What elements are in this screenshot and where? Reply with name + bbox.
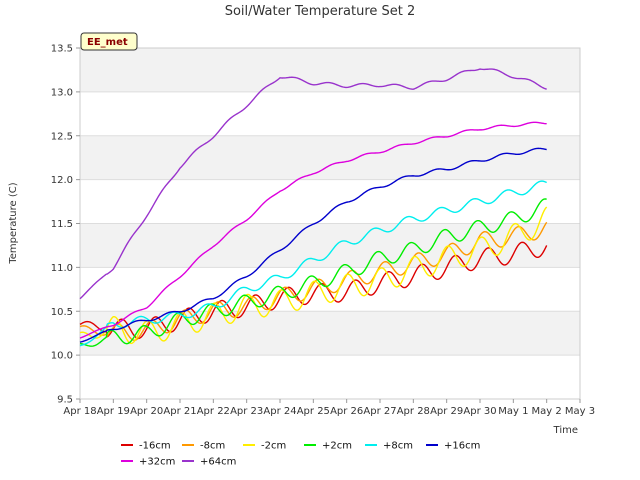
legend-label: -16cm [139,441,171,452]
x-tick-label: May 3 [565,406,595,417]
x-tick-label: May 1 [498,406,528,417]
legend-label: +32cm [139,457,175,468]
site-badge-box [80,32,138,51]
legend: -16cm -8cm -2cm +2cm +8cm +16cm +32cm +64cm [121,441,480,468]
x-tick-label: Apr 29 [430,406,463,417]
y-tick-label: 10.5 [51,307,73,318]
legend-label: +2cm [322,441,352,452]
series-line-2cmcm [79,198,547,347]
plot-band [80,91,580,136]
x-tick-label: Apr 30 [463,406,496,417]
series-line-16cmcm [79,147,547,343]
x-tick-label: Apr 23 [230,406,263,417]
plot-band [80,179,580,224]
series-line-8cmcm [79,180,547,347]
x-tick-label: Apr 26 [330,406,363,417]
y-tick-label: 10.0 [51,351,73,362]
x-tick-label: Apr 20 [130,406,163,417]
y-tick-label: 9.5 [57,395,73,406]
legend-label: -2cm [261,441,286,452]
x-tick-label: Apr 21 [163,406,196,417]
y-tick-label: 13.0 [51,87,73,98]
x-tick-label: Apr 28 [397,406,430,417]
series-line-64cmcm [79,68,547,300]
plot-band [80,48,580,92]
y-tick-label: 12.5 [51,131,73,142]
series-lines [79,68,548,347]
y-tick-label: 13.5 [51,44,73,55]
plot-band [80,355,580,399]
legend-label: +8cm [383,441,413,452]
plot-band [80,267,580,312]
legend-label: -8cm [200,441,225,452]
x-tick-label: May 2 [532,406,562,417]
x-axis-label: Time [553,425,578,436]
x-tick-label: Apr 24 [263,406,296,417]
y-tick-label: 12.0 [51,175,73,186]
plot-band [80,135,580,180]
series-line-8cmcm [79,221,548,341]
x-tick-label: Apr 22 [197,406,230,417]
legend-label: +16cm [444,441,480,452]
y-tick-label: 11.0 [51,263,73,274]
x-axis: Apr 18 Apr 19 Apr 20 Apr 21 Apr 22 Apr 23 Apr … [63,399,595,417]
y-axis-label: Temperature (C) [8,182,19,264]
x-tick-label: Apr 19 [97,406,130,417]
y-tick-label: 11.5 [51,219,73,230]
chart-title: Soil/Water Temperature Set 2 [225,4,416,19]
series-line-32cmcm [79,121,547,339]
site-badge-label: EE_met [87,37,128,48]
x-tick-label: Apr 27 [363,406,396,417]
legend-label: +64cm [200,457,236,468]
y-axis: 9.5 10.0 10.5 11.0 11.5 12.0 12.5 13.0 13.5 [51,44,80,406]
x-tick-label: Apr 18 [63,406,96,417]
site-badge: EE_met [80,32,138,51]
x-tick-label: Apr 25 [297,406,330,417]
series-line-2cmcm [79,206,548,345]
